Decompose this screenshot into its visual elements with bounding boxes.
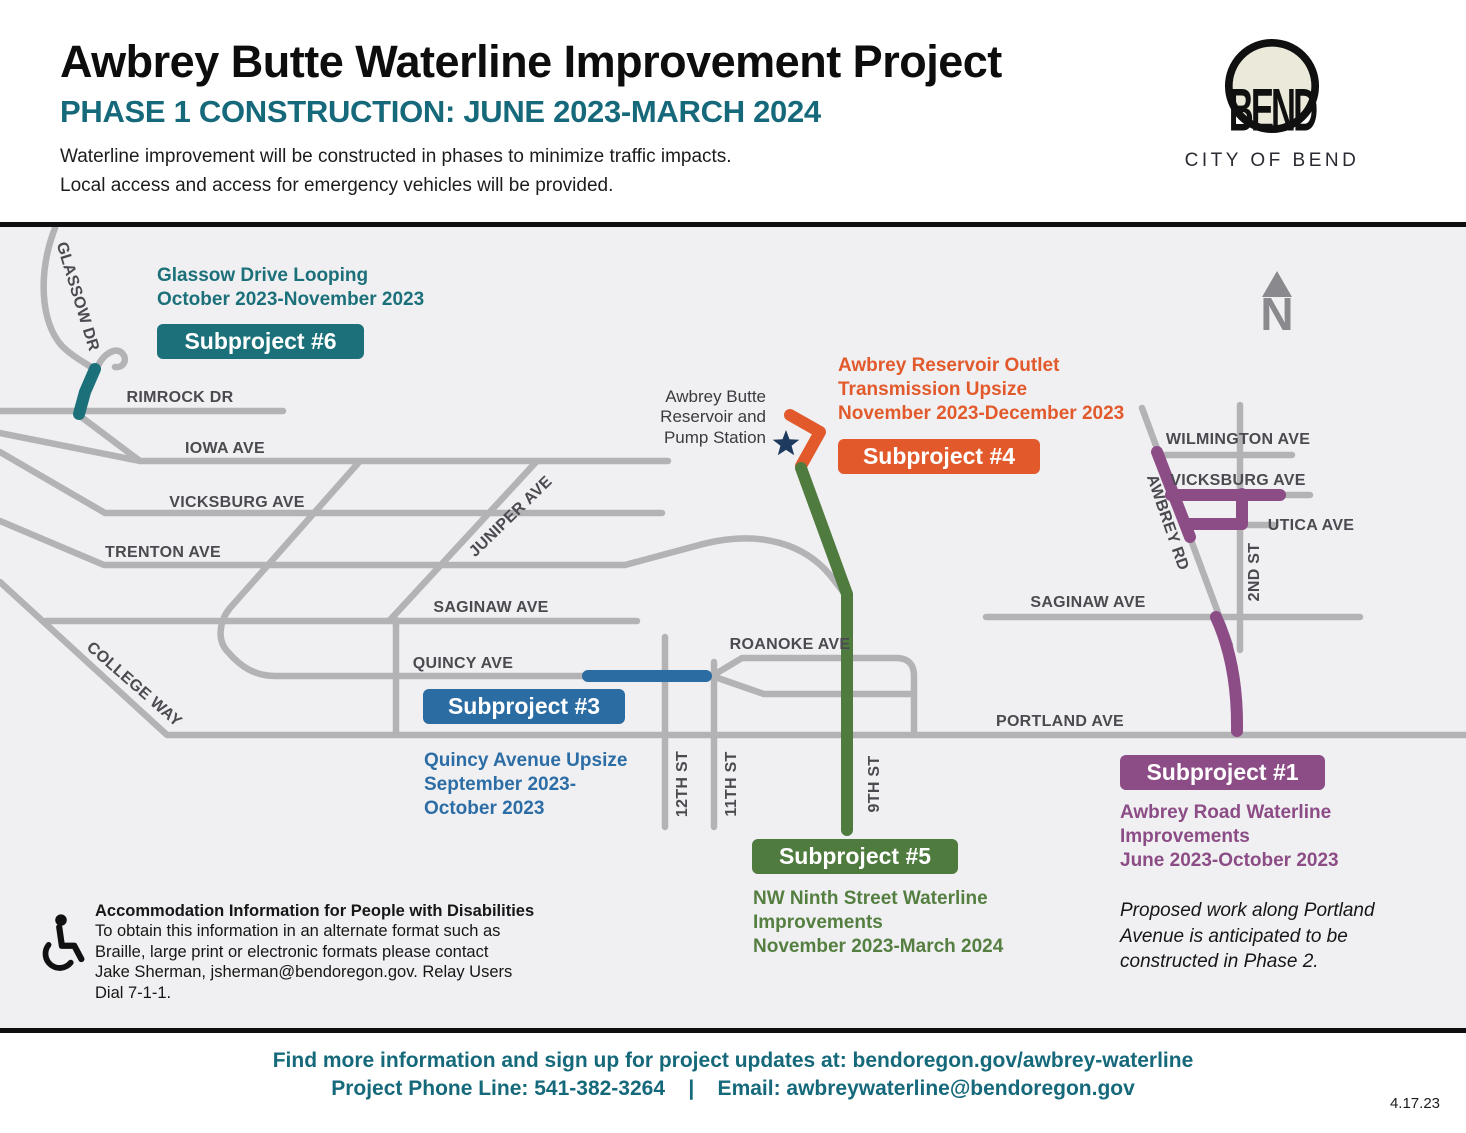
phase2-note: Proposed work along Portland Avenue is a… bbox=[1120, 900, 1375, 973]
city-of-bend-logo-icon: BEND bbox=[1224, 38, 1320, 144]
segment-subproject-6 bbox=[73, 363, 101, 420]
page-subtitle: PHASE 1 CONSTRUCTION: JUNE 2023-MARCH 20… bbox=[60, 94, 821, 129]
page-title: Awbrey Butte Waterline Improvement Proje… bbox=[60, 36, 1002, 87]
bottom-divider bbox=[0, 1028, 1466, 1033]
road-roanoke-ave bbox=[708, 654, 918, 737]
reservoir-star-icon bbox=[772, 430, 800, 456]
intro-text: Waterline improvement will be constructe… bbox=[60, 146, 732, 197]
road-glassow-dr bbox=[40, 227, 95, 371]
street-label-saginaw-ave-east: SAGINAW AVE bbox=[1030, 594, 1145, 611]
footer-info-line: Find more information and sign up for pr… bbox=[272, 1049, 1194, 1072]
subproject-1-badge: Subproject #1 bbox=[1120, 755, 1325, 790]
reservoir-label: Awbrey Butte Reservoir and Pump Station bbox=[660, 387, 766, 447]
subproject-4-title: Awbrey Reservoir Outlet Transmission Ups… bbox=[838, 355, 1060, 400]
street-label-9th-st: 9TH ST bbox=[866, 756, 883, 813]
logo-badge-icon: BEND bbox=[1224, 38, 1320, 144]
street-label-glassow-dr: GLASSOW DR bbox=[53, 240, 102, 353]
map-svg: N GLASSOW DR RIMROCK DR IOWA AVE VICKSBU… bbox=[0, 227, 1466, 836]
subproject-3-note: Quincy Avenue Upsize September 2023- Oct… bbox=[424, 749, 627, 821]
subproject-4-dates: November 2023-December 2023 bbox=[838, 402, 1125, 424]
top-divider bbox=[0, 222, 1466, 227]
footer: Find more information and sign up for pr… bbox=[0, 1033, 1466, 1133]
wheelchair-icon bbox=[34, 913, 88, 975]
subproject-5-badge: Subproject #5 bbox=[752, 839, 958, 874]
street-label-portland-ave: PORTLAND AVE bbox=[996, 713, 1124, 730]
street-label-11th-st: 11TH ST bbox=[723, 751, 740, 816]
segment-subproject-1-south bbox=[1210, 611, 1244, 737]
subproject-3-dates: September 2023- October 2023 bbox=[424, 773, 577, 819]
road-vicksburg-ave bbox=[0, 448, 666, 517]
subproject-5-dates: November 2023-March 2024 bbox=[753, 935, 1004, 957]
project-map: N GLASSOW DR RIMROCK DR IOWA AVE VICKSBU… bbox=[0, 227, 1466, 1028]
subproject-6-badge: Subproject #6 bbox=[157, 324, 364, 359]
subproject-6-title: Glassow Drive Looping bbox=[157, 265, 369, 286]
segment-subproject-5 bbox=[795, 462, 853, 836]
street-label-rimrock-dr: RIMROCK DR bbox=[127, 389, 234, 406]
footer-date: 4.17.23 bbox=[1389, 1095, 1440, 1112]
road-iowa-lead-in bbox=[0, 429, 144, 465]
road-trenton-ave-9th-st bbox=[0, 517, 852, 737]
accessibility-heading: Accommodation Information for People wit… bbox=[95, 902, 535, 920]
road-glassow-hook bbox=[94, 347, 129, 371]
subproject-3-badge: Subproject #3 bbox=[423, 689, 625, 724]
subproject-5-note: NW Ninth Street Waterline Improvements N… bbox=[753, 887, 1003, 959]
street-label-vicksburg-ave: VICKSBURG AVE bbox=[169, 494, 304, 511]
street-label-utica-ave: UTICA AVE bbox=[1268, 517, 1355, 534]
subproject-4-note: Awbrey Reservoir Outlet Transmission Ups… bbox=[838, 354, 1124, 426]
road-roanoke-branch bbox=[708, 672, 918, 698]
subproject-1-dates: June 2023-October 2023 bbox=[1120, 849, 1339, 871]
road-college-way-portland-ave bbox=[0, 578, 1466, 739]
accessibility-body: To obtain this information in an alterna… bbox=[95, 922, 513, 1002]
street-label-2nd-st: 2ND ST bbox=[1246, 543, 1263, 602]
segment-subproject-4 bbox=[784, 409, 826, 472]
road-quincy-ave bbox=[217, 457, 716, 680]
street-label-saginaw-ave-west: SAGINAW AVE bbox=[433, 599, 548, 616]
street-label-trenton-ave: TRENTON AVE bbox=[105, 544, 221, 561]
accessibility-info: Accommodation Information for People wit… bbox=[95, 901, 545, 1003]
subproject-4-badge: Subproject #4 bbox=[838, 439, 1040, 474]
street-label-12th-st: 12TH ST bbox=[674, 751, 691, 817]
road-juniper-ave bbox=[386, 457, 541, 624]
street-label-vicksburg-ave-east: VICKSBURG AVE bbox=[1170, 472, 1305, 489]
street-label-quincy-ave: QUINCY AVE bbox=[413, 655, 514, 672]
north-label: N bbox=[1260, 288, 1293, 340]
footer-contact-line: Project Phone Line: 541-382-3264 | Email… bbox=[331, 1077, 1135, 1100]
logo-bend-text: BEND bbox=[1229, 76, 1317, 134]
subproject-6-note: Glassow Drive Looping October 2023-Novem… bbox=[157, 264, 424, 312]
street-label-college-way: COLLEGE WAY bbox=[83, 639, 185, 731]
street-label-iowa-ave: IOWA AVE bbox=[185, 440, 265, 457]
subproject-5-title: NW Ninth Street Waterline Improvements bbox=[753, 888, 988, 933]
north-arrow-icon: N bbox=[1260, 271, 1294, 340]
street-label-wilmington-ave: WILMINGTON AVE bbox=[1166, 431, 1310, 448]
subproject-6-dates: October 2023-November 2023 bbox=[157, 288, 425, 310]
subproject-1-note: Awbrey Road Waterline Improvements June … bbox=[1120, 801, 1339, 873]
subproject-1-title: Awbrey Road Waterline Improvements bbox=[1120, 802, 1332, 847]
street-label-roanoke-ave: ROANOKE AVE bbox=[730, 636, 851, 653]
subproject-segments bbox=[73, 363, 1286, 836]
logo-caption: CITY OF BEND bbox=[1184, 150, 1360, 171]
subproject-3-title: Quincy Avenue Upsize bbox=[424, 750, 628, 771]
road-iowa-ave bbox=[76, 412, 672, 465]
